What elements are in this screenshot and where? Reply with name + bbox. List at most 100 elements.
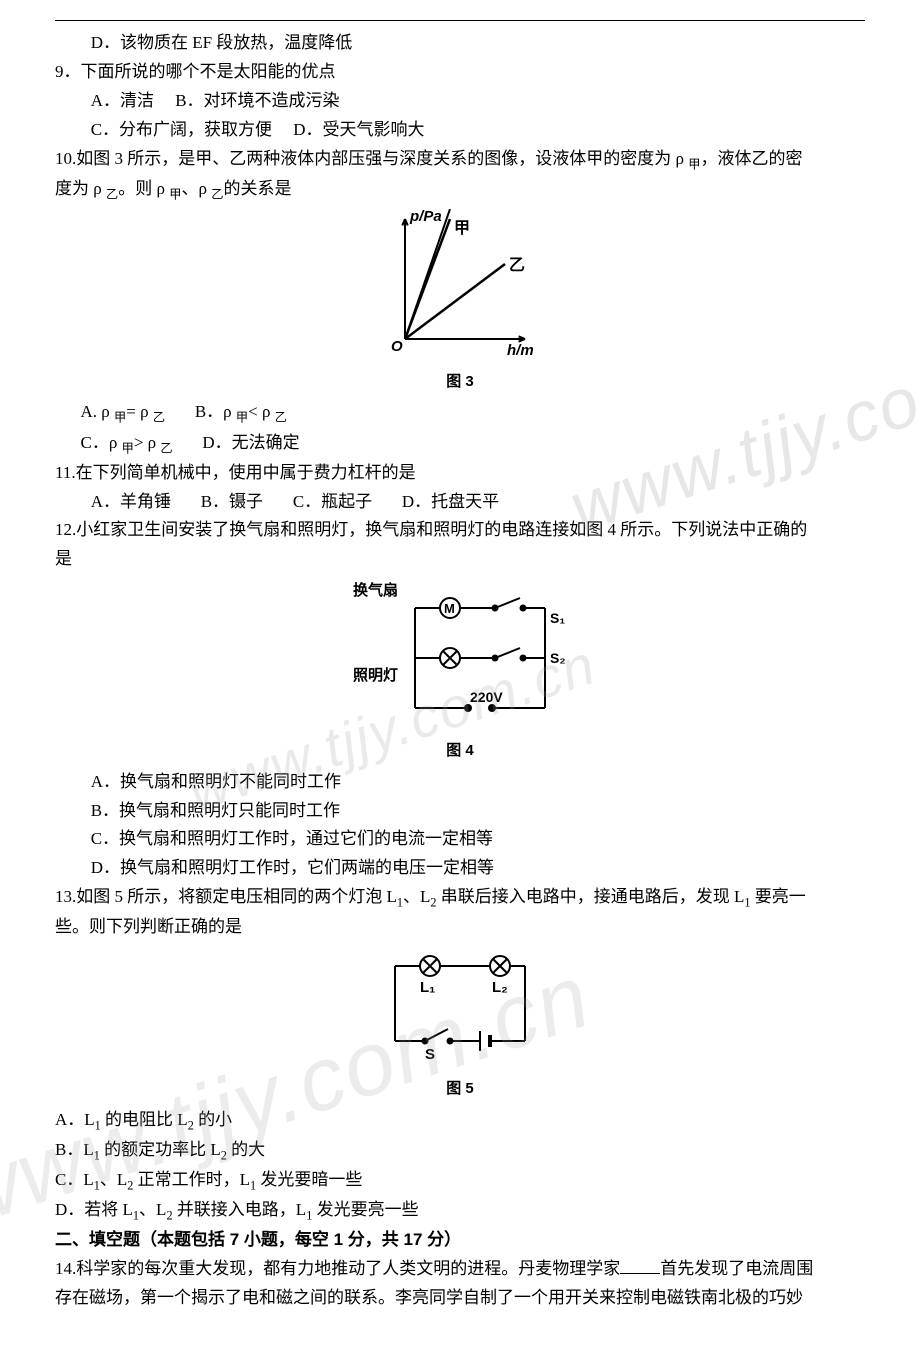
- svg-text:S₂: S₂: [550, 650, 566, 666]
- q11-optC: C．瓶起子: [293, 492, 372, 511]
- q13A-a: A．L: [55, 1110, 95, 1129]
- q10-sub-jia-2: 甲: [169, 187, 181, 201]
- q12-optB: B．换气扇和照明灯只能同时工作: [55, 797, 865, 826]
- q10-optC-b: > ρ: [134, 433, 161, 452]
- svg-text:h/m: h/m: [507, 342, 534, 359]
- svg-text:照明灯: 照明灯: [353, 667, 398, 684]
- q13A-c: 的小: [194, 1110, 232, 1129]
- q10-stem: 10.如图 3 所示，是甲、乙两种液体内部压强与深度关系的图像，设液体甲的密度为…: [55, 145, 865, 175]
- q13-stem-b: 、L: [403, 887, 430, 906]
- figure-5: L₁ L₂ S 图 5: [55, 946, 865, 1101]
- q10-sub-yi-2: 乙: [211, 187, 223, 201]
- top-rule: [55, 20, 865, 21]
- q13-stem: 13.如图 5 所示，将额定电压相同的两个灯泡 L1、L2 串联后接入电路中，接…: [55, 883, 865, 913]
- q14-line2: 存在磁场，第一个揭示了电和磁之间的联系。李亮同学自制了一个用开关来控制电磁铁南北…: [55, 1284, 865, 1313]
- svg-text:p/Pa: p/Pa: [409, 209, 442, 225]
- q10-stem-d: 。则 ρ: [118, 179, 169, 198]
- q13C-d: 发光要暗一些: [256, 1170, 362, 1189]
- q10-optB-sub2: 乙: [275, 411, 287, 425]
- q10-optB-b: < ρ: [248, 402, 275, 421]
- q10-stem-e: 、ρ: [181, 179, 211, 198]
- svg-text:换气扇: 换气扇: [353, 581, 398, 599]
- q10-sub-yi-1: 乙: [106, 187, 118, 201]
- q10-stem-c: 度为 ρ: [55, 179, 106, 198]
- q8-optD: D．该物质在 EF 段放热，温度降低: [55, 29, 865, 58]
- q13B-a: B．L: [55, 1140, 94, 1159]
- q13-stem-e: 些。则下列判断正确的是: [55, 913, 865, 942]
- fig4-caption: 图 4: [55, 738, 865, 764]
- q14-b: 首先发现了电流周围: [660, 1259, 813, 1278]
- q13B-b: 的额定功率比 L: [100, 1140, 221, 1159]
- svg-text:甲: 甲: [454, 219, 470, 237]
- q13-optC: C．L1、L2 正常工作时，L1 发光要暗一些: [55, 1166, 865, 1196]
- q10-optC-a: C．ρ: [81, 433, 122, 452]
- q10-optA-a: A. ρ: [81, 402, 115, 421]
- q9-optA: A．清洁: [91, 91, 154, 110]
- q10-stem-f: 的关系是: [223, 179, 291, 198]
- q13-stem-d: 要亮一: [751, 887, 806, 906]
- q10-optA-sub1: 甲: [114, 411, 126, 425]
- q13D-c: 并联接入电路，L: [173, 1200, 307, 1219]
- q10-opts-row2: C．ρ 甲> ρ 乙 D．无法确定: [55, 429, 865, 459]
- svg-text:乙: 乙: [509, 257, 525, 274]
- q13C-b: 、L: [100, 1170, 127, 1189]
- q13-optD: D．若将 L1、L2 并联接入电路，L1 发光要亮一些: [55, 1196, 865, 1226]
- svg-text:O: O: [391, 338, 403, 355]
- q11-optA: A．羊角锤: [91, 492, 171, 511]
- q13-stem-c: 串联后接入电路中，接通电路后，发现 L: [437, 887, 745, 906]
- fig5-svg: L₁ L₂ S: [370, 946, 550, 1066]
- q11-optD: D．托盘天平: [402, 492, 499, 511]
- q12-stem-b: 是: [55, 545, 865, 574]
- q10-optC-sub1: 甲: [122, 441, 134, 455]
- q11-opts: A．羊角锤 B．镊子 C．瓶起子 D．托盘天平: [55, 488, 865, 517]
- q9-opts-row1: A．清洁 B．对环境不造成污染: [55, 87, 865, 116]
- q10-sub-jia-1: 甲: [688, 157, 700, 171]
- q10-optD: D．无法确定: [202, 433, 299, 452]
- q13-optA: A．L1 的电阻比 L2 的小: [55, 1106, 865, 1136]
- q9-opts-row2: C．分布广阔，获取方便 D．受天气影响大: [55, 116, 865, 145]
- fig5-caption: 图 5: [55, 1076, 865, 1102]
- q12-optD: D．换气扇和照明灯工作时，它们两端的电压一定相等: [55, 854, 865, 883]
- q10-stem-b: ，液体乙的密: [700, 149, 802, 168]
- q13A-b: 的电阻比 L: [101, 1110, 188, 1129]
- svg-text:M: M: [444, 601, 455, 616]
- q14-line1: 14.科学家的每次重大发现，都有力地推动了人类文明的进程。丹麦物理学家 首先发现了…: [55, 1255, 865, 1284]
- q10-stem-a: 10.如图 3 所示，是甲、乙两种液体内部压强与深度关系的图像，设液体甲的密度为…: [55, 149, 688, 168]
- q9-optC: C．分布广阔，获取方便: [91, 120, 272, 139]
- q12-stem-a: 12.小红家卫生间安装了换气扇和照明灯，换气扇和照明灯的电路连接如图 4 所示。…: [55, 516, 865, 545]
- figure-3: p/Pa h/m O 甲乙 图 3: [55, 209, 865, 394]
- fig3-svg: p/Pa h/m O 甲乙: [375, 209, 545, 359]
- q13D-a: D．若将 L: [55, 1200, 133, 1219]
- q10-optA-b: = ρ: [126, 402, 153, 421]
- q10-optC-sub2: 乙: [160, 441, 172, 455]
- svg-text:S₁: S₁: [550, 610, 565, 626]
- q13-stem-a: 13.如图 5 所示，将额定电压相同的两个灯泡 L: [55, 887, 397, 906]
- q13D-d: 发光要亮一些: [312, 1200, 418, 1219]
- q9-stem: 9．下面所说的哪个不是太阳能的优点: [55, 58, 865, 87]
- fig4-svg: M S₁ S₂ 220V 换气扇照明灯: [345, 578, 575, 728]
- svg-text:S: S: [425, 1046, 435, 1063]
- q10-optB-a: B．ρ: [195, 402, 236, 421]
- svg-text:L₁: L₁: [420, 979, 435, 996]
- q13D-b: 、L: [139, 1200, 166, 1219]
- q14-a: 14.科学家的每次重大发现，都有力地推动了人类文明的进程。丹麦物理学家: [55, 1259, 620, 1278]
- q9-optD: D．受天气影响大: [293, 120, 424, 139]
- q11-optB: B．镊子: [201, 492, 263, 511]
- q10-optB-sub1: 甲: [236, 411, 248, 425]
- q11-stem: 11.在下列简单机械中，使用中属于费力杠杆的是: [55, 459, 865, 488]
- q13C-a: C．L: [55, 1170, 94, 1189]
- q10-opts-row1: A. ρ 甲= ρ 乙 B．ρ 甲< ρ 乙: [55, 398, 865, 428]
- q13B-c: 的大: [227, 1140, 265, 1159]
- q12-optA: A．换气扇和照明灯不能同时工作: [55, 768, 865, 797]
- svg-text:L₂: L₂: [492, 979, 508, 996]
- q13C-c: 正常工作时，L: [133, 1170, 250, 1189]
- q13-optB: B．L1 的额定功率比 L2 的大: [55, 1136, 865, 1166]
- fig3-caption: 图 3: [55, 369, 865, 395]
- q12-optC: C．换气扇和照明灯工作时，通过它们的电流一定相等: [55, 825, 865, 854]
- q10-optA-sub2: 乙: [153, 411, 165, 425]
- figure-4: M S₁ S₂ 220V 换气扇照明灯 图 4: [55, 578, 865, 763]
- q9-optB: B．对环境不造成污染: [175, 91, 339, 110]
- q10-stem-line2: 度为 ρ 乙。则 ρ 甲、ρ 乙的关系是: [55, 175, 865, 205]
- section-2-title: 二、填空题（本题包括 7 小题，每空 1 分，共 17 分）: [55, 1226, 865, 1255]
- svg-text:220V: 220V: [470, 689, 503, 705]
